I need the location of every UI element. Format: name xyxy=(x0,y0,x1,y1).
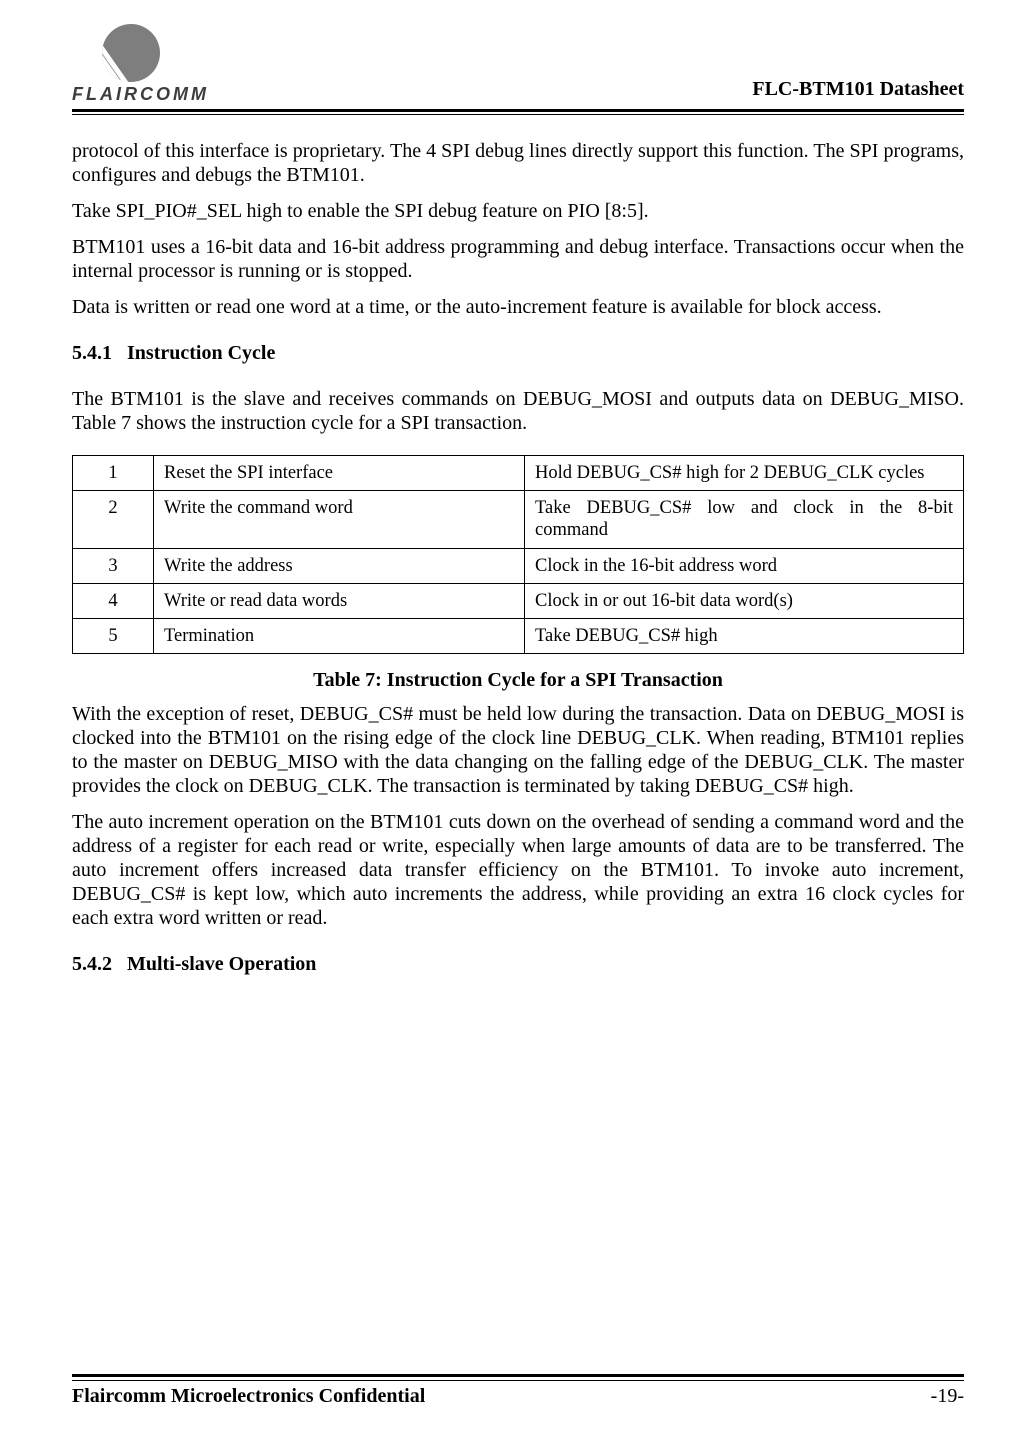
body-content: protocol of this interface is proprietar… xyxy=(72,139,964,976)
table-cell-step: 5 xyxy=(73,618,154,653)
paragraph: BTM101 uses a 16-bit data and 16-bit add… xyxy=(72,235,964,283)
table-cell-desc: Hold DEBUG_CS# high for 2 DEBUG_CLK cycl… xyxy=(525,456,964,491)
logo-text: FLAIRCOMM xyxy=(72,84,209,105)
table-cell-step: 1 xyxy=(73,456,154,491)
section-number: 5.4.1 xyxy=(72,341,122,365)
table-cell-step: 2 xyxy=(73,491,154,548)
footer-confidential: Flaircomm Microelectronics Confidential xyxy=(72,1385,425,1408)
table-row: 4 Write or read data words Clock in or o… xyxy=(73,583,964,618)
table-row: 2 Write the command word Take DEBUG_CS# … xyxy=(73,491,964,548)
table-caption: Table 7: Instruction Cycle for a SPI Tra… xyxy=(72,668,964,692)
table-cell-desc: Take DEBUG_CS# low and clock in the 8-bi… xyxy=(525,491,964,548)
page-footer: Flaircomm Microelectronics Confidential … xyxy=(72,1374,964,1408)
table-cell-action: Reset the SPI interface xyxy=(154,456,525,491)
table-cell-desc: Clock in the 16-bit address word xyxy=(525,548,964,583)
table-cell-desc: Clock in or out 16-bit data word(s) xyxy=(525,583,964,618)
paragraph: protocol of this interface is proprietar… xyxy=(72,139,964,187)
paragraph: With the exception of reset, DEBUG_CS# m… xyxy=(72,702,964,798)
paragraph: Data is written or read one word at a ti… xyxy=(72,295,964,319)
section-heading-542: 5.4.2 Multi-slave Operation xyxy=(72,952,964,976)
page-header: FLAIRCOMM FLC-BTM101 Datasheet xyxy=(72,24,964,105)
paragraph: The auto increment operation on the BTM1… xyxy=(72,810,964,930)
table-cell-action: Write the command word xyxy=(154,491,525,548)
footer-row: Flaircomm Microelectronics Confidential … xyxy=(72,1385,964,1408)
header-rule-thick xyxy=(72,109,964,112)
table-row: 1 Reset the SPI interface Hold DEBUG_CS#… xyxy=(73,456,964,491)
instruction-cycle-table: 1 Reset the SPI interface Hold DEBUG_CS#… xyxy=(72,455,964,654)
section-title: Multi-slave Operation xyxy=(127,953,316,975)
logo-block: FLAIRCOMM xyxy=(72,24,209,105)
section-heading-541: 5.4.1 Instruction Cycle xyxy=(72,341,964,365)
header-rule-thin xyxy=(72,114,964,115)
paragraph: The BTM101 is the slave and receives com… xyxy=(72,387,964,435)
page: FLAIRCOMM FLC-BTM101 Datasheet protocol … xyxy=(0,0,1036,1442)
section-title: Instruction Cycle xyxy=(127,342,275,364)
table-cell-step: 3 xyxy=(73,548,154,583)
page-number: -19- xyxy=(931,1385,964,1408)
section-number: 5.4.2 xyxy=(72,952,122,976)
table-cell-desc: Take DEBUG_CS# high xyxy=(525,618,964,653)
table-row: 3 Write the address Clock in the 16-bit … xyxy=(73,548,964,583)
footer-rule-thin xyxy=(72,1380,964,1381)
table-cell-action: Write the address xyxy=(154,548,525,583)
logo-icon xyxy=(102,24,160,82)
table-cell-step: 4 xyxy=(73,583,154,618)
document-title: FLC-BTM101 Datasheet xyxy=(752,78,964,105)
table-cell-action: Termination xyxy=(154,618,525,653)
paragraph: Take SPI_PIO#_SEL high to enable the SPI… xyxy=(72,199,964,223)
footer-rule-thick xyxy=(72,1374,964,1377)
table-cell-action: Write or read data words xyxy=(154,583,525,618)
table-row: 5 Termination Take DEBUG_CS# high xyxy=(73,618,964,653)
